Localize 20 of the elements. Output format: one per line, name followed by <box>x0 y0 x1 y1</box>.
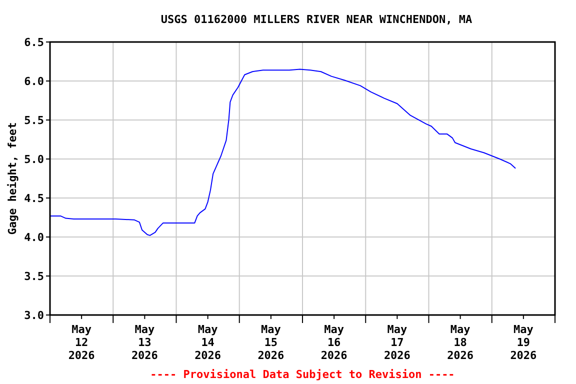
y-tick-label: 5.0 <box>24 153 44 166</box>
y-tick-label: 5.5 <box>24 114 44 127</box>
x-tick-label: May 18 2026 <box>447 323 474 362</box>
y-tick-label: 3.0 <box>24 309 44 322</box>
text: ---- Provisional Data Subject to Revision ---- <box>150 368 455 381</box>
x-tick-label: May 15 2026 <box>258 323 285 362</box>
y-axis-title: Gage height, feet <box>6 122 19 235</box>
y-tick-label: 4.0 <box>24 231 44 244</box>
x-tick-label: May 17 2026 <box>384 323 411 362</box>
x-tick-label: May 16 2026 <box>320 323 348 362</box>
y-tick-label: 4.5 <box>24 192 44 205</box>
x-tick-label: May 19 2026 <box>510 323 538 362</box>
x-tick-label: May 12 2026 <box>68 323 96 362</box>
line-series <box>50 68 516 236</box>
x-tick-label: May 14 2026 <box>194 323 222 362</box>
y-tick-label: 6.5 <box>24 36 44 49</box>
x-tick-label: May 13 2026 <box>131 323 158 362</box>
y-tick-label: 6.0 <box>24 75 44 88</box>
y-tick-label: 3.5 <box>24 270 44 283</box>
chart-title: USGS 01162000 MILLERS RIVER NEAR WINCHENDON, MA <box>160 13 473 26</box>
